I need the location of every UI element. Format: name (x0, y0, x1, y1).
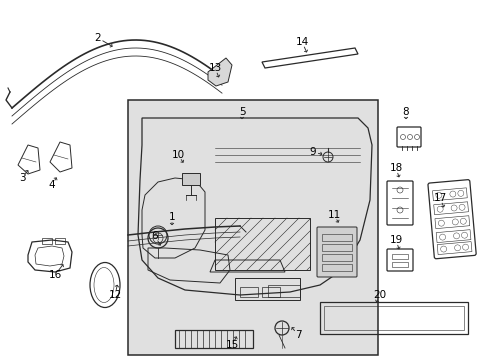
Text: 20: 20 (373, 290, 386, 300)
Bar (321, 254, 351, 261)
Text: 11: 11 (326, 210, 340, 220)
Bar (182, 173, 200, 185)
Text: 10: 10 (171, 150, 184, 160)
Bar (128, 100, 377, 355)
Text: 6: 6 (151, 231, 158, 241)
Bar (321, 244, 351, 251)
Text: 14: 14 (295, 37, 308, 47)
Text: 13: 13 (208, 63, 221, 73)
Text: 5: 5 (238, 107, 245, 117)
Bar (435, 230, 470, 243)
Bar (55, 238, 65, 244)
Bar (240, 287, 258, 297)
Bar (436, 242, 471, 255)
Text: 1: 1 (168, 212, 175, 222)
Bar (431, 188, 467, 201)
Bar (434, 216, 469, 229)
Text: 15: 15 (225, 340, 238, 350)
Text: 12: 12 (108, 290, 122, 300)
Text: 18: 18 (388, 163, 402, 173)
Text: 2: 2 (95, 33, 101, 43)
Text: 19: 19 (388, 235, 402, 245)
Text: 7: 7 (294, 330, 301, 340)
Bar (321, 264, 351, 271)
Bar (235, 278, 299, 300)
Text: 4: 4 (49, 180, 55, 190)
Bar (324, 306, 463, 330)
Bar (267, 285, 299, 297)
Text: 17: 17 (432, 193, 446, 203)
Bar (215, 218, 309, 270)
Bar (321, 234, 351, 241)
Bar (319, 302, 467, 334)
Text: 8: 8 (402, 107, 408, 117)
FancyBboxPatch shape (316, 227, 356, 277)
Bar (391, 254, 407, 259)
Bar (175, 330, 252, 348)
Bar (42, 238, 52, 244)
Text: 16: 16 (48, 270, 61, 280)
Bar (262, 287, 280, 297)
Bar (391, 262, 407, 267)
Text: 9: 9 (309, 147, 316, 157)
Polygon shape (207, 58, 231, 86)
Text: 3: 3 (19, 173, 25, 183)
Bar (433, 202, 468, 215)
